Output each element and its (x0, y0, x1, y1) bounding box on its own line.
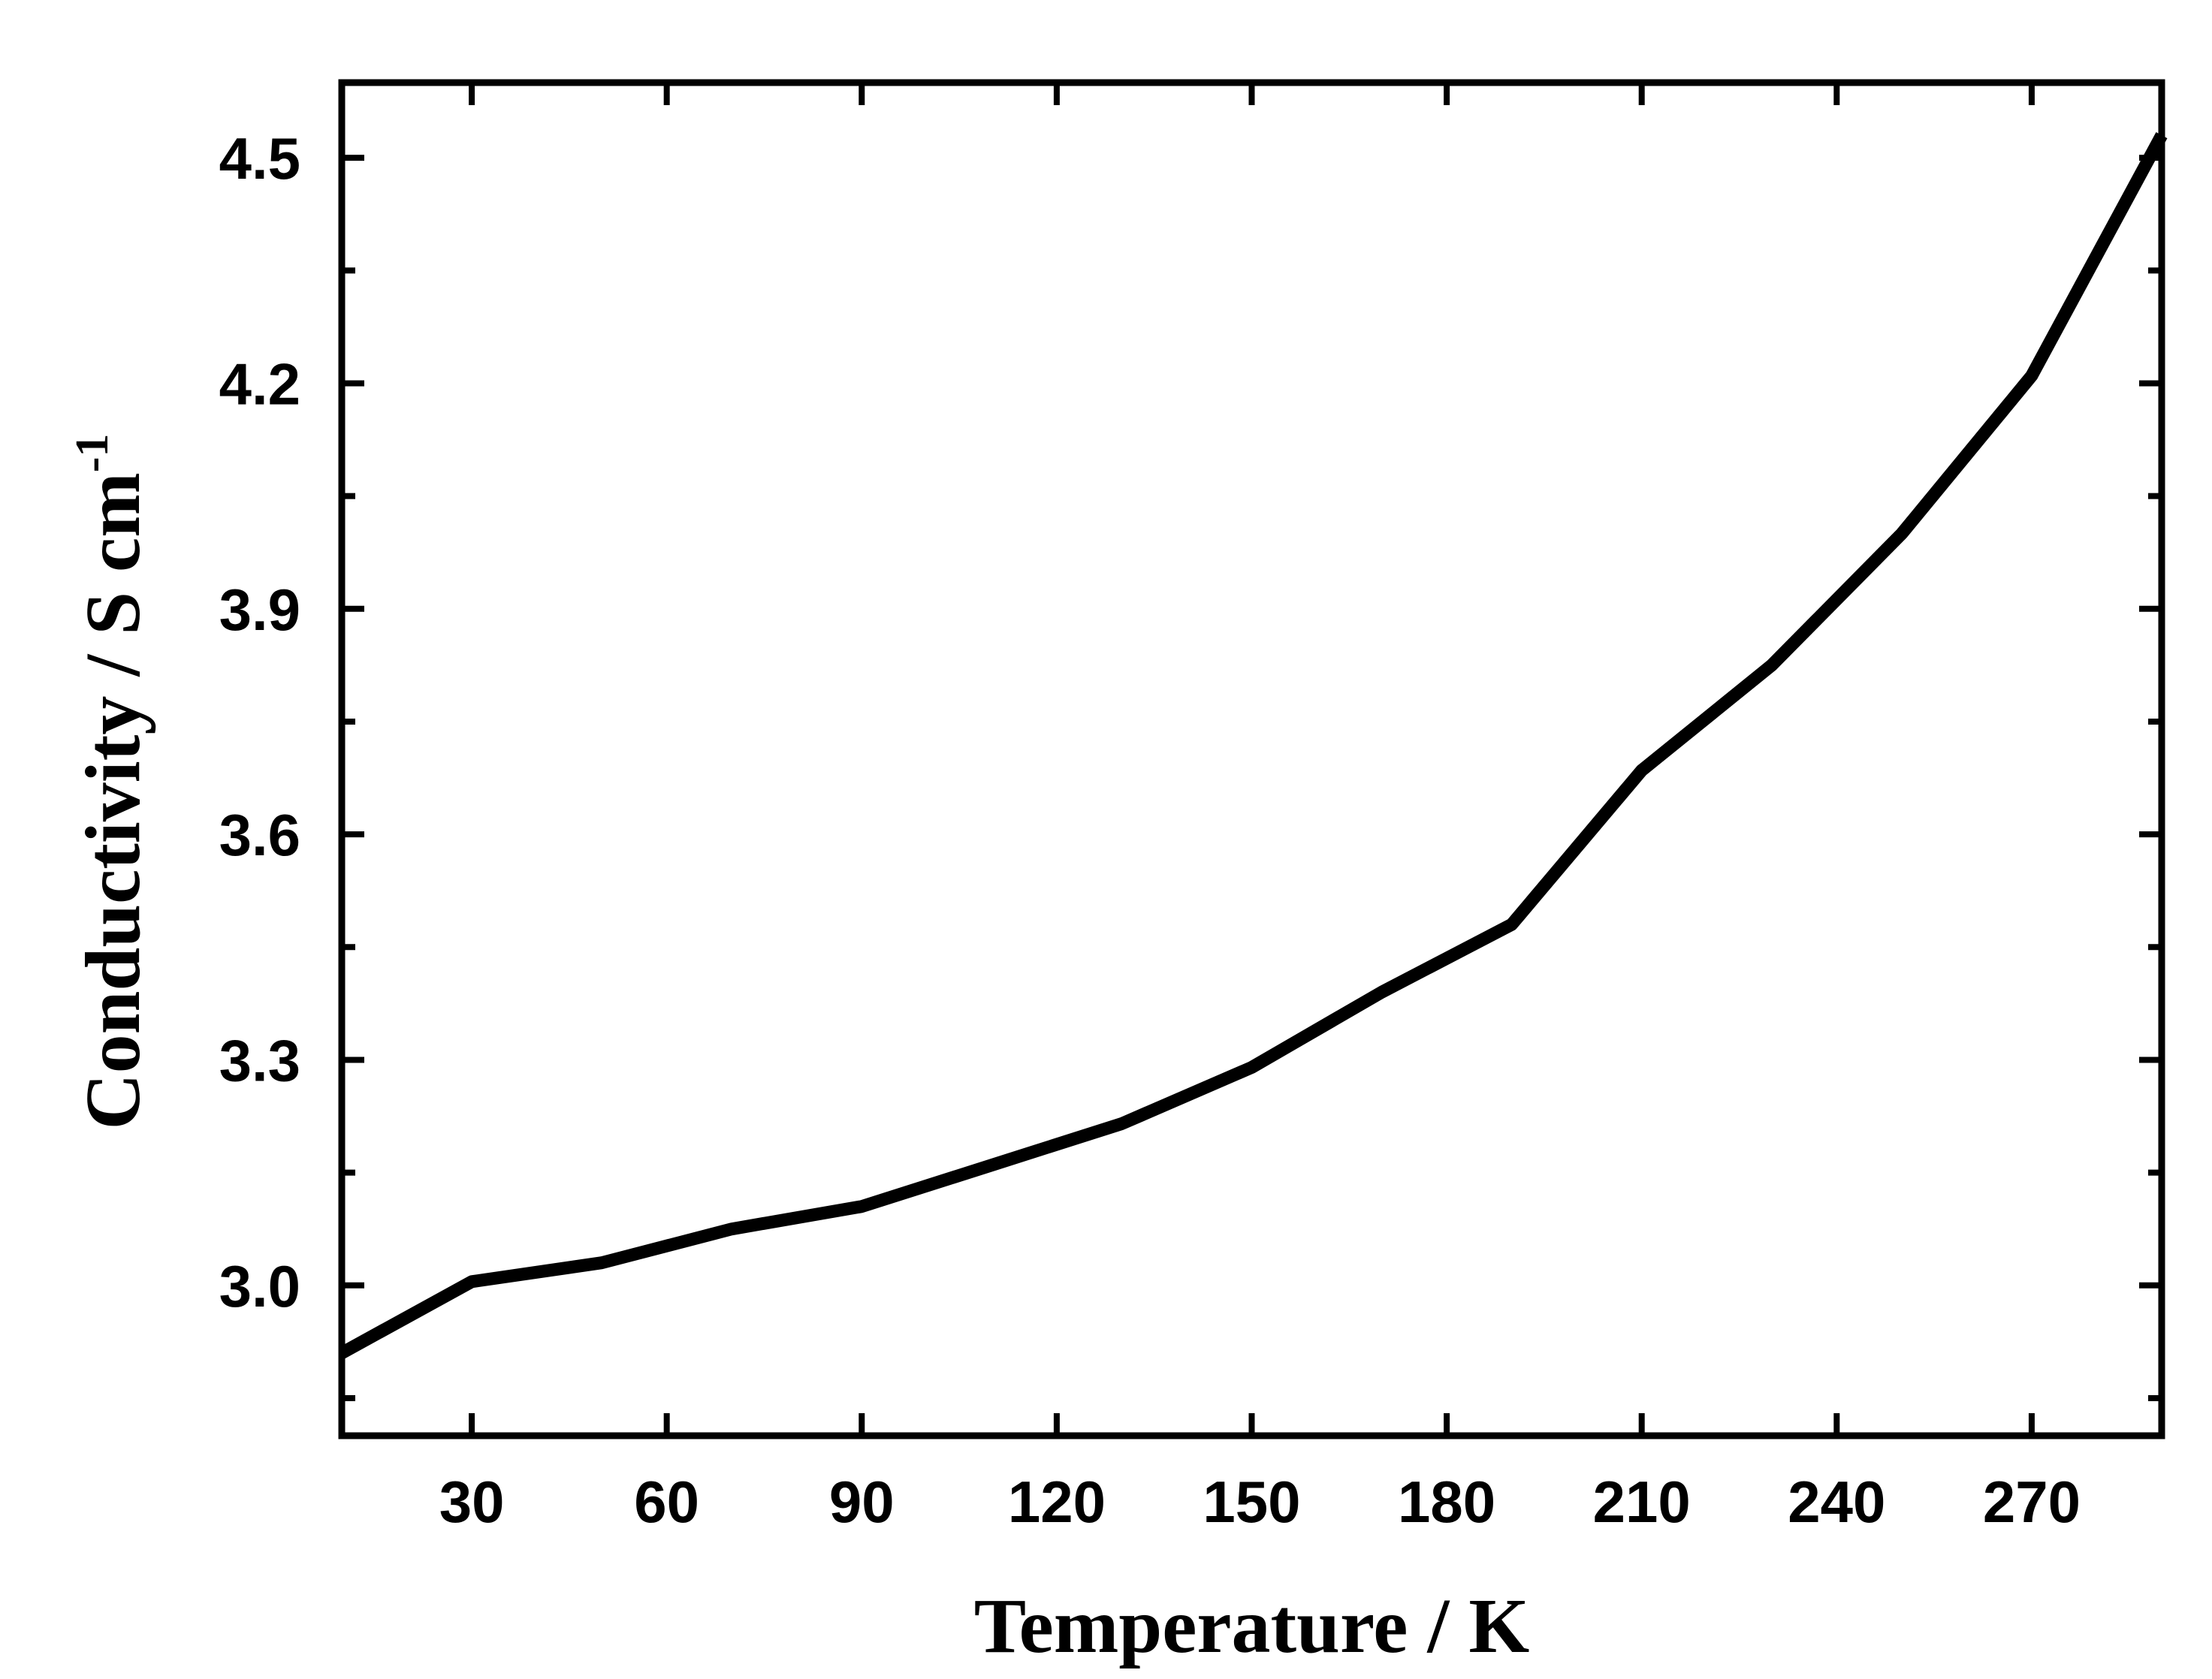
x-axis-title: Temperature / K (974, 1583, 1530, 1669)
ticks-layer (342, 83, 2162, 1436)
y-tick-label: 3.6 (219, 802, 300, 868)
x-tick-labels: 30 60 90 120 150 180 210 240 270 (439, 1469, 2081, 1535)
y-tick-labels: 3.0 3.3 3.6 3.9 4.2 4.5 (219, 125, 300, 1319)
x-tick-label: 120 (1008, 1469, 1106, 1535)
x-tick-label: 240 (1788, 1469, 1885, 1535)
y-axis-title: Conductivity / S cm-1 (67, 433, 156, 1129)
series-layer (338, 132, 2168, 1359)
y-tick-label: 3.0 (219, 1253, 300, 1319)
x-tick-label: 90 (829, 1469, 895, 1535)
x-tick-label: 60 (634, 1469, 699, 1535)
x-tick-label: 270 (1983, 1469, 2081, 1535)
y-axis-title-superscript: -1 (67, 433, 118, 472)
x-tick-label: 210 (1593, 1469, 1691, 1535)
y-axis-title-main: Conductivity / S cm (70, 472, 156, 1129)
y-tick-label: 4.2 (219, 351, 300, 417)
x-tick-label: 180 (1398, 1469, 1495, 1535)
plot-frame (338, 79, 2165, 1439)
x-tick-label: 150 (1203, 1469, 1300, 1535)
y-tick-label: 3.3 (219, 1027, 300, 1093)
y-tick-label: 4.5 (219, 125, 300, 191)
x-tick-label: 30 (439, 1469, 505, 1535)
series-line (338, 132, 2168, 1359)
y-tick-label: 3.9 (219, 577, 300, 643)
